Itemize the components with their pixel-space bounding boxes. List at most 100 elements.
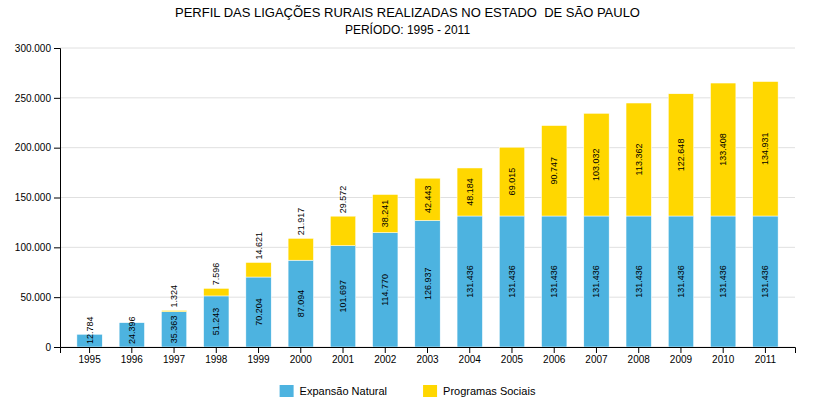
x-tick: 2002 <box>374 347 397 365</box>
x-tick: 2008 <box>628 347 651 365</box>
legend-item: Programas Sociais <box>423 385 536 397</box>
data-label: 101.697 <box>338 280 348 313</box>
tick-label: 1999 <box>247 354 270 365</box>
y-tick: 0 <box>45 342 60 353</box>
bar <box>457 216 482 347</box>
bar <box>330 246 355 347</box>
tick-label: 2002 <box>374 354 397 365</box>
tick-label: 2004 <box>459 354 482 365</box>
x-tick: 2000 <box>290 347 313 365</box>
tick-mark <box>723 347 724 353</box>
tick-label: 300.000 <box>15 43 52 54</box>
tick-mark <box>300 347 301 353</box>
tick-mark <box>216 347 217 353</box>
tick-mark <box>54 297 60 298</box>
tick-label: 2006 <box>543 354 566 365</box>
x-tick: 2007 <box>585 347 608 365</box>
bar <box>246 277 271 347</box>
bar <box>161 312 186 347</box>
data-label: 7.596 <box>211 263 221 286</box>
data-label: 35.363 <box>169 316 179 344</box>
tick-label: 2010 <box>712 354 735 365</box>
data-label: 38.241 <box>380 200 390 228</box>
legend-label: Programas Sociais <box>443 385 536 397</box>
tick-mark <box>54 98 60 99</box>
x-tick: 1998 <box>205 347 228 365</box>
bar <box>373 233 398 347</box>
tick-label: 2011 <box>755 354 777 365</box>
tick-label: 0 <box>45 342 51 353</box>
data-label: 42.443 <box>423 186 433 214</box>
tick-mark <box>680 347 681 353</box>
data-label: 131.436 <box>676 265 686 298</box>
tick-mark <box>765 347 766 353</box>
bar <box>753 82 778 216</box>
bar <box>415 178 440 220</box>
x-tick: 2005 <box>501 347 524 365</box>
data-label: 14.621 <box>254 232 264 260</box>
data-label: 24.396 <box>127 316 137 344</box>
tick-label: 2003 <box>416 354 439 365</box>
bar <box>753 216 778 347</box>
x-tick: 2006 <box>543 347 566 365</box>
data-label: 113.362 <box>634 144 644 176</box>
data-label: 1.324 <box>169 285 179 308</box>
bar <box>542 216 567 347</box>
x-tick: 2010 <box>712 347 735 365</box>
data-label: 131.436 <box>718 265 728 298</box>
axis-line <box>61 348 796 354</box>
bar <box>626 216 651 347</box>
x-tick: 2003 <box>416 347 439 365</box>
data-label: 131.436 <box>465 265 475 298</box>
subtitle: PERÍODO: 1995 - 2011 <box>345 22 471 37</box>
data-label: 70.204 <box>254 298 264 326</box>
bar <box>288 238 313 260</box>
bars <box>77 82 778 347</box>
chart: PERFIL DAS LIGAÇÕES RURAIS REALIZADAS NO… <box>0 0 815 409</box>
x-tick: 1995 <box>78 347 101 365</box>
data-label: 51.243 <box>211 308 221 336</box>
tick-label: 50.000 <box>20 292 51 303</box>
data-label: 90.747 <box>549 157 559 185</box>
x-tick: 1996 <box>121 347 144 365</box>
tick-label: 200.000 <box>15 142 52 153</box>
x-tick: 2004 <box>459 347 482 365</box>
data-label: 131.436 <box>591 265 601 298</box>
legend-swatch <box>423 385 437 397</box>
data-label: 29.572 <box>338 186 348 214</box>
tick-mark <box>427 347 428 353</box>
y-tick: 250.000 <box>15 93 60 104</box>
tick-label: 1996 <box>121 354 144 365</box>
tick-label: 2009 <box>670 354 693 365</box>
tick-label: 1998 <box>205 354 228 365</box>
tick-mark <box>174 347 175 353</box>
tick-mark <box>54 48 60 49</box>
x-axis: 1995199619971998199920002001200220032004… <box>61 347 796 365</box>
data-label: 122.648 <box>676 139 686 172</box>
tick-mark <box>54 247 60 248</box>
y-tick: 300.000 <box>15 43 60 54</box>
bar <box>499 216 524 347</box>
tick-mark <box>469 347 470 353</box>
bar <box>457 168 482 216</box>
y-axis: 050.000100.000150.000200.000250.000300.0… <box>15 43 61 353</box>
bar <box>161 310 186 311</box>
data-label: 21.917 <box>296 208 306 236</box>
bar <box>415 220 440 347</box>
y-tick: 200.000 <box>15 142 60 153</box>
bar <box>330 216 355 245</box>
y-tick: 100.000 <box>15 242 60 253</box>
data-label: 131.436 <box>760 265 770 298</box>
bar <box>204 296 229 347</box>
tick-mark <box>343 347 344 353</box>
tick-mark <box>131 347 132 353</box>
data-label: 114.770 <box>380 274 390 306</box>
data-label: 133.408 <box>718 133 728 166</box>
bar <box>542 126 567 216</box>
tick-label: 1995 <box>78 354 101 365</box>
tick-mark <box>54 148 60 149</box>
tick-mark <box>638 347 639 353</box>
tick-mark <box>258 347 259 353</box>
bar <box>373 194 398 232</box>
tick-mark <box>54 198 60 199</box>
